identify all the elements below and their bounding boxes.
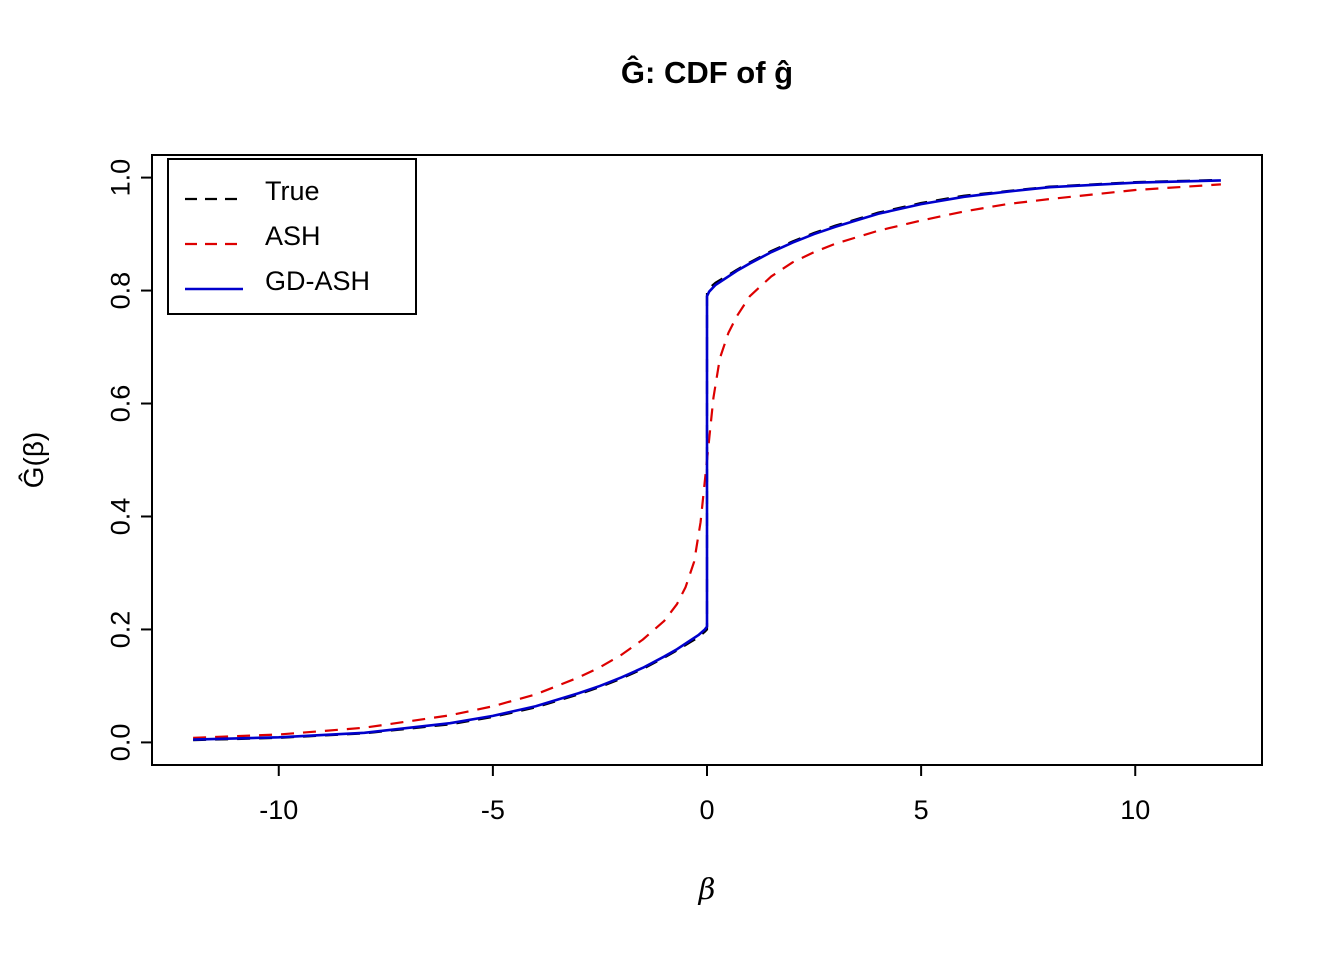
legend-box: True ASH GD-ASH [167, 158, 417, 315]
y-axis-label: Ĝ(β) [18, 431, 49, 489]
x-tick-label: 10 [1120, 795, 1150, 825]
legend-label-ash: ASH [265, 221, 321, 251]
legend-row-ash: ASH [185, 214, 415, 259]
legend-line-sample-true [185, 189, 243, 200]
legend-line-sample-ash [185, 234, 243, 245]
series-curve-ash [193, 183, 1221, 739]
x-tick-label: 0 [699, 795, 714, 825]
x-tick-label: -10 [259, 795, 298, 825]
y-tick-label: 0.2 [105, 611, 135, 649]
y-tick-label: 0.6 [105, 385, 135, 423]
legend-label-true: True [265, 176, 320, 206]
y-tick-label: 1.0 [105, 159, 135, 197]
series-curve-gd-ash [193, 179, 1221, 741]
x-tick-label: -5 [481, 795, 505, 825]
y-tick-label: 0.4 [105, 498, 135, 536]
legend-row-true: True [185, 169, 415, 214]
x-axis-label: β [698, 872, 716, 906]
x-tick-label: 5 [914, 795, 929, 825]
y-tick-label: 0.8 [105, 272, 135, 310]
legend-label-gdash: GD-ASH [265, 266, 371, 296]
chart-title: Ĝ: CDF of ĝ [620, 55, 794, 90]
y-tick-label: 0.0 [105, 724, 135, 762]
legend-line-sample-gdash [185, 279, 243, 290]
legend-row-gdash: GD-ASH [185, 259, 415, 304]
